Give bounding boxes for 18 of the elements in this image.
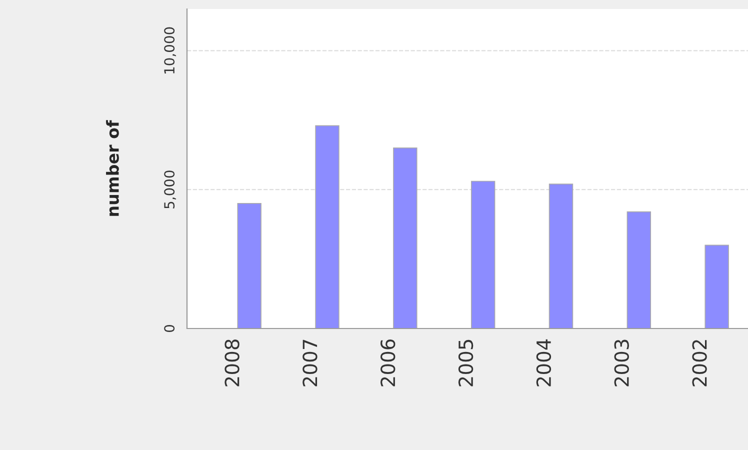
bar xyxy=(548,184,574,328)
y-axis-title: number of xyxy=(106,120,119,216)
bar xyxy=(237,203,262,328)
bar xyxy=(704,244,729,328)
bar xyxy=(470,180,496,328)
bar xyxy=(393,147,418,328)
y-tick-label: 10,000 xyxy=(164,27,176,74)
bar xyxy=(626,211,652,328)
x-tick-label: 2004 xyxy=(536,339,552,386)
x-tick-label: 2008 xyxy=(224,340,240,386)
y-tick-label: 0 xyxy=(164,325,175,332)
bar xyxy=(315,125,340,328)
x-tick-label: 2005 xyxy=(458,340,474,386)
y-tick-label: 5,000 xyxy=(164,170,176,208)
x-tick-label: 2003 xyxy=(614,340,629,386)
x-tick-label: 2002 xyxy=(692,340,707,386)
x-tick-label: 2007 xyxy=(302,340,318,386)
x-tick-label: 2006 xyxy=(380,339,396,386)
